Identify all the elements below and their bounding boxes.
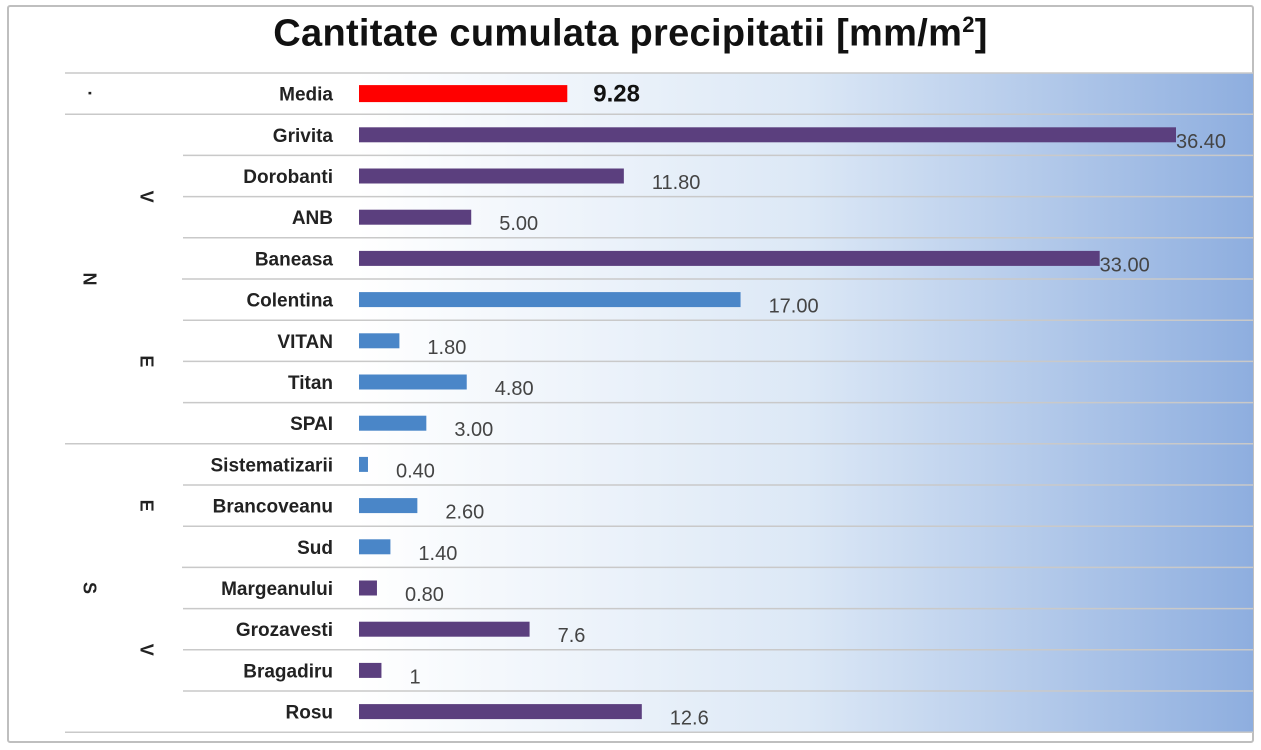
data-label: 0.40 bbox=[396, 460, 435, 482]
data-label: 12.6 bbox=[670, 708, 709, 730]
data-label: 1.40 bbox=[418, 543, 457, 565]
category-label: Brancoveanu bbox=[213, 497, 333, 518]
bar-sistematizarii bbox=[359, 456, 368, 472]
chart-title: Cantitate cumulata precipitatii [mm/m2] bbox=[273, 12, 988, 55]
category-label: Baneasa bbox=[255, 249, 334, 270]
bar-grivita bbox=[359, 127, 1176, 143]
subgroup-label: V bbox=[136, 191, 156, 203]
category-label: Media bbox=[279, 85, 333, 106]
category-label: Colentina bbox=[246, 291, 333, 312]
data-label: 2.60 bbox=[445, 502, 484, 524]
data-label: 17.00 bbox=[769, 296, 819, 318]
bar-bragadiru bbox=[359, 662, 382, 678]
bar-media bbox=[359, 85, 568, 103]
subgroup-label: E bbox=[136, 500, 156, 512]
group-label: S bbox=[79, 582, 99, 594]
category-label: Dorobanti bbox=[243, 167, 333, 188]
bar-colentina bbox=[359, 292, 741, 308]
category-label: Grozavesti bbox=[236, 620, 333, 641]
category-label: Bragadiru bbox=[243, 661, 333, 682]
bar-anb bbox=[359, 209, 472, 225]
data-label: 11.80 bbox=[652, 172, 701, 194]
bar-sud bbox=[359, 539, 391, 555]
subgroup-label: E bbox=[136, 355, 156, 367]
data-label: 5.00 bbox=[499, 213, 538, 235]
bar-grozavesti bbox=[359, 621, 530, 637]
category-label: Sud bbox=[297, 538, 333, 559]
category-label: Sistematizarii bbox=[211, 455, 334, 476]
category-label: Titan bbox=[288, 373, 333, 394]
data-label: 0.80 bbox=[405, 584, 444, 606]
data-label: 1 bbox=[409, 666, 420, 688]
bar-margeanului bbox=[359, 580, 377, 596]
bar-rosu bbox=[359, 704, 642, 720]
data-label: 9.28 bbox=[593, 81, 640, 108]
category-label: Margeanului bbox=[221, 579, 333, 600]
bar-titan bbox=[359, 374, 467, 390]
bar-baneasa bbox=[359, 250, 1100, 266]
bar-dorobanti bbox=[359, 168, 624, 184]
subgroup-label: V bbox=[136, 644, 156, 656]
data-label: 36.40 bbox=[1176, 131, 1226, 153]
group-label: · bbox=[79, 91, 99, 97]
data-label: 4.80 bbox=[495, 378, 534, 400]
bar-vitan bbox=[359, 333, 400, 349]
category-label: ANB bbox=[292, 208, 333, 229]
category-label: Rosu bbox=[286, 703, 334, 724]
category-label: VITAN bbox=[277, 332, 333, 353]
bar-brancoveanu bbox=[359, 498, 418, 514]
data-label: 7.6 bbox=[558, 625, 586, 647]
group-label: N bbox=[79, 273, 99, 286]
data-label: 1.80 bbox=[427, 337, 466, 359]
category-label: Grivita bbox=[273, 126, 334, 147]
data-label: 33.00 bbox=[1100, 254, 1150, 276]
bar-spai bbox=[359, 415, 427, 431]
data-label: 3.00 bbox=[454, 419, 493, 441]
category-label: SPAI bbox=[290, 414, 333, 435]
